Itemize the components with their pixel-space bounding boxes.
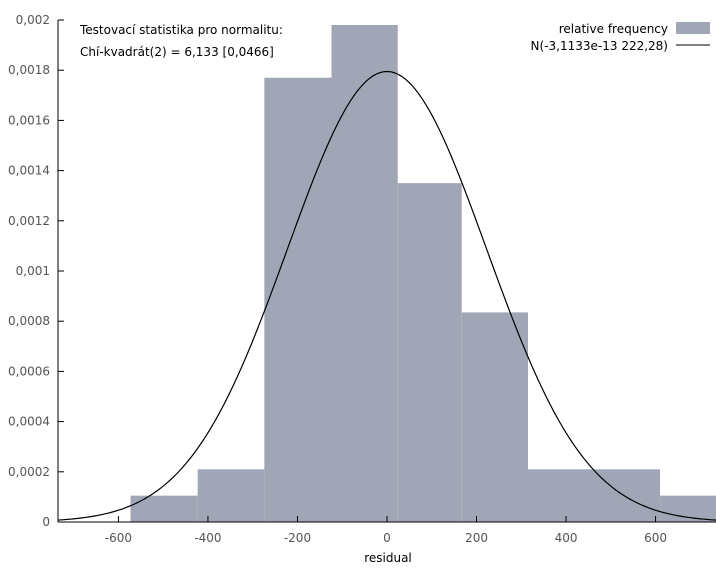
x-tick-label: -200 — [284, 531, 311, 545]
x-tick-label: 600 — [644, 531, 667, 545]
y-ticks: 0 0,0002 0,0004 0,0006 0,0008 0,001 0,0012 0,00… — [8, 13, 64, 529]
y-tick-label: 0 — [42, 515, 50, 529]
y-tick-label: 0,002 — [16, 13, 50, 27]
x-tick-label: 200 — [465, 531, 488, 545]
x-tick-label: -600 — [105, 531, 132, 545]
histogram-bar — [397, 183, 462, 522]
normal-density-curve — [57, 70, 716, 521]
x-ticks: -600 -400 -200 0 200 400 600 — [105, 516, 667, 545]
histogram-bar — [331, 25, 398, 523]
y-tick-label: 0,0006 — [8, 364, 50, 378]
histogram-bar — [130, 495, 198, 522]
normality-test-result: Chí-kvadrát(2) = 6,133 [0,0466] — [80, 45, 274, 59]
histogram-bar — [197, 469, 265, 522]
histogram-bar — [264, 77, 332, 522]
y-tick-label: 0,0004 — [8, 415, 50, 429]
legend-swatch-histogram — [676, 22, 710, 34]
histogram-bar — [528, 469, 661, 522]
x-tick-label: 0 — [383, 531, 391, 545]
y-tick-label: 0,0018 — [8, 63, 50, 77]
y-tick-label: 0,0016 — [8, 113, 50, 127]
y-tick-label: 0,0008 — [8, 314, 50, 328]
x-tick-label: -400 — [194, 531, 221, 545]
y-tick-label: 0,0002 — [8, 465, 50, 479]
legend-label-histogram: relative frequency — [559, 22, 668, 36]
legend: relative frequency N(-3,1133e-13 222,28) — [531, 22, 710, 53]
x-tick-label: 400 — [555, 531, 578, 545]
histogram-bar — [660, 495, 716, 522]
y-tick-label: 0,0012 — [8, 214, 50, 228]
y-tick-label: 0,0014 — [8, 164, 50, 178]
y-tick-label: 0,001 — [16, 264, 50, 278]
normality-test-heading: Testovací statistika pro normalitu: — [79, 23, 283, 37]
legend-label-curve: N(-3,1133e-13 222,28) — [531, 39, 668, 53]
x-axis-title: residual — [364, 551, 412, 565]
histogram-bar — [461, 312, 528, 522]
